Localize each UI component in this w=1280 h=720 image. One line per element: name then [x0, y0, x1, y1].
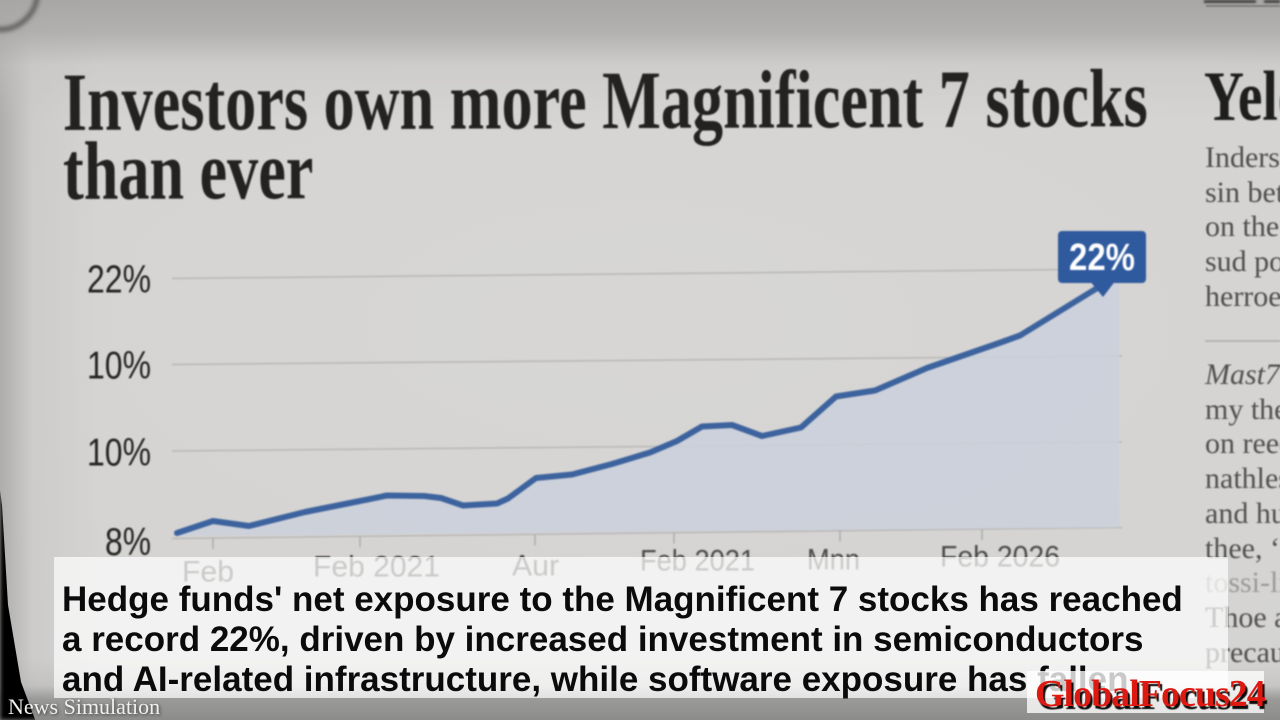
- svg-text:8%: 8%: [105, 521, 151, 564]
- svg-text:10%: 10%: [87, 432, 151, 475]
- svg-text:10%: 10%: [87, 345, 151, 388]
- svg-text:22%: 22%: [1069, 237, 1135, 279]
- svg-text:22%: 22%: [87, 259, 151, 302]
